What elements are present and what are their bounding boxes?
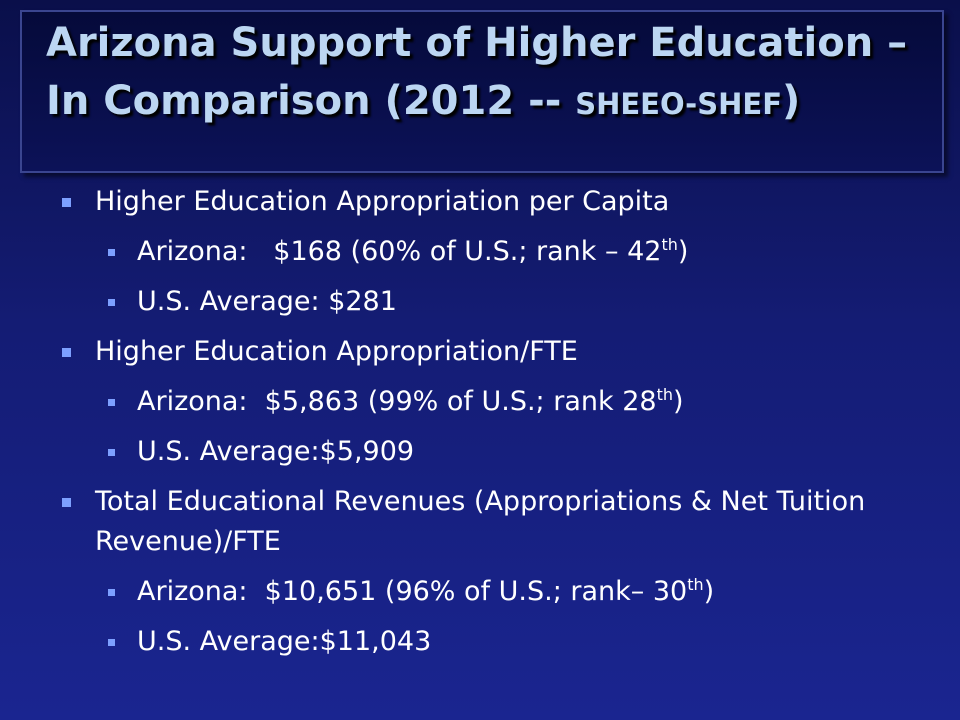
sub-bullet-text: U.S. Average:$5,909 [137, 436, 415, 467]
sub-bullet-text: U.S. Average:$11,043 [137, 626, 432, 657]
sub-bullet: Arizona: $5,863 (99% of U.S.; rank 28th) [108, 382, 827, 422]
title-main: Arizona Support of Higher Education – In… [46, 20, 908, 124]
sub-bullet: Arizona: $168 (60% of U.S.; rank – 42th) [108, 232, 827, 272]
superscript: th [661, 235, 678, 254]
sub-bullet-end: ) [672, 386, 684, 417]
title-small-caps: SHEEO-SHEF [575, 87, 782, 121]
bullet: Higher Education Appropriation/FTE [62, 332, 915, 372]
sub-bullet-end: ) [703, 576, 715, 607]
sub-bullet-text: Arizona: $5,863 (99% of U.S.; rank 28 [137, 386, 657, 417]
sub-bullet-text: U.S. Average: $281 [137, 286, 397, 317]
bullet-text: Total Educational Revenues (Appropriatio… [95, 486, 874, 557]
sub-bullet: Arizona: $10,651 (96% of U.S.; rank– 30t… [108, 572, 827, 612]
bullet: Higher Education Appropriation per Capit… [62, 182, 915, 222]
sub-bullet-end: ) [677, 236, 689, 267]
superscript: th [687, 575, 704, 594]
superscript: th [656, 385, 673, 404]
title: Arizona Support of Higher Education – In… [46, 14, 926, 133]
bullet-text: Higher Education Appropriation/FTE [95, 336, 578, 367]
bullet-list: Higher Education Appropriation per Capit… [0, 172, 960, 662]
title-end: ) [782, 78, 801, 124]
sub-bullet-text: Arizona: $10,651 (96% of U.S.; rank– 30 [137, 576, 688, 607]
sub-bullet: U.S. Average:$11,043 [108, 622, 827, 662]
sub-bullet: U.S. Average:$5,909 [108, 432, 827, 472]
bullet: Total Educational Revenues (Appropriatio… [62, 482, 915, 562]
sub-bullet: U.S. Average: $281 [108, 282, 827, 322]
title-box [20, 10, 944, 173]
bullet-text: Higher Education Appropriation per Capit… [95, 186, 670, 217]
sub-bullet-text: Arizona: $168 (60% of U.S.; rank – 42 [137, 236, 662, 267]
